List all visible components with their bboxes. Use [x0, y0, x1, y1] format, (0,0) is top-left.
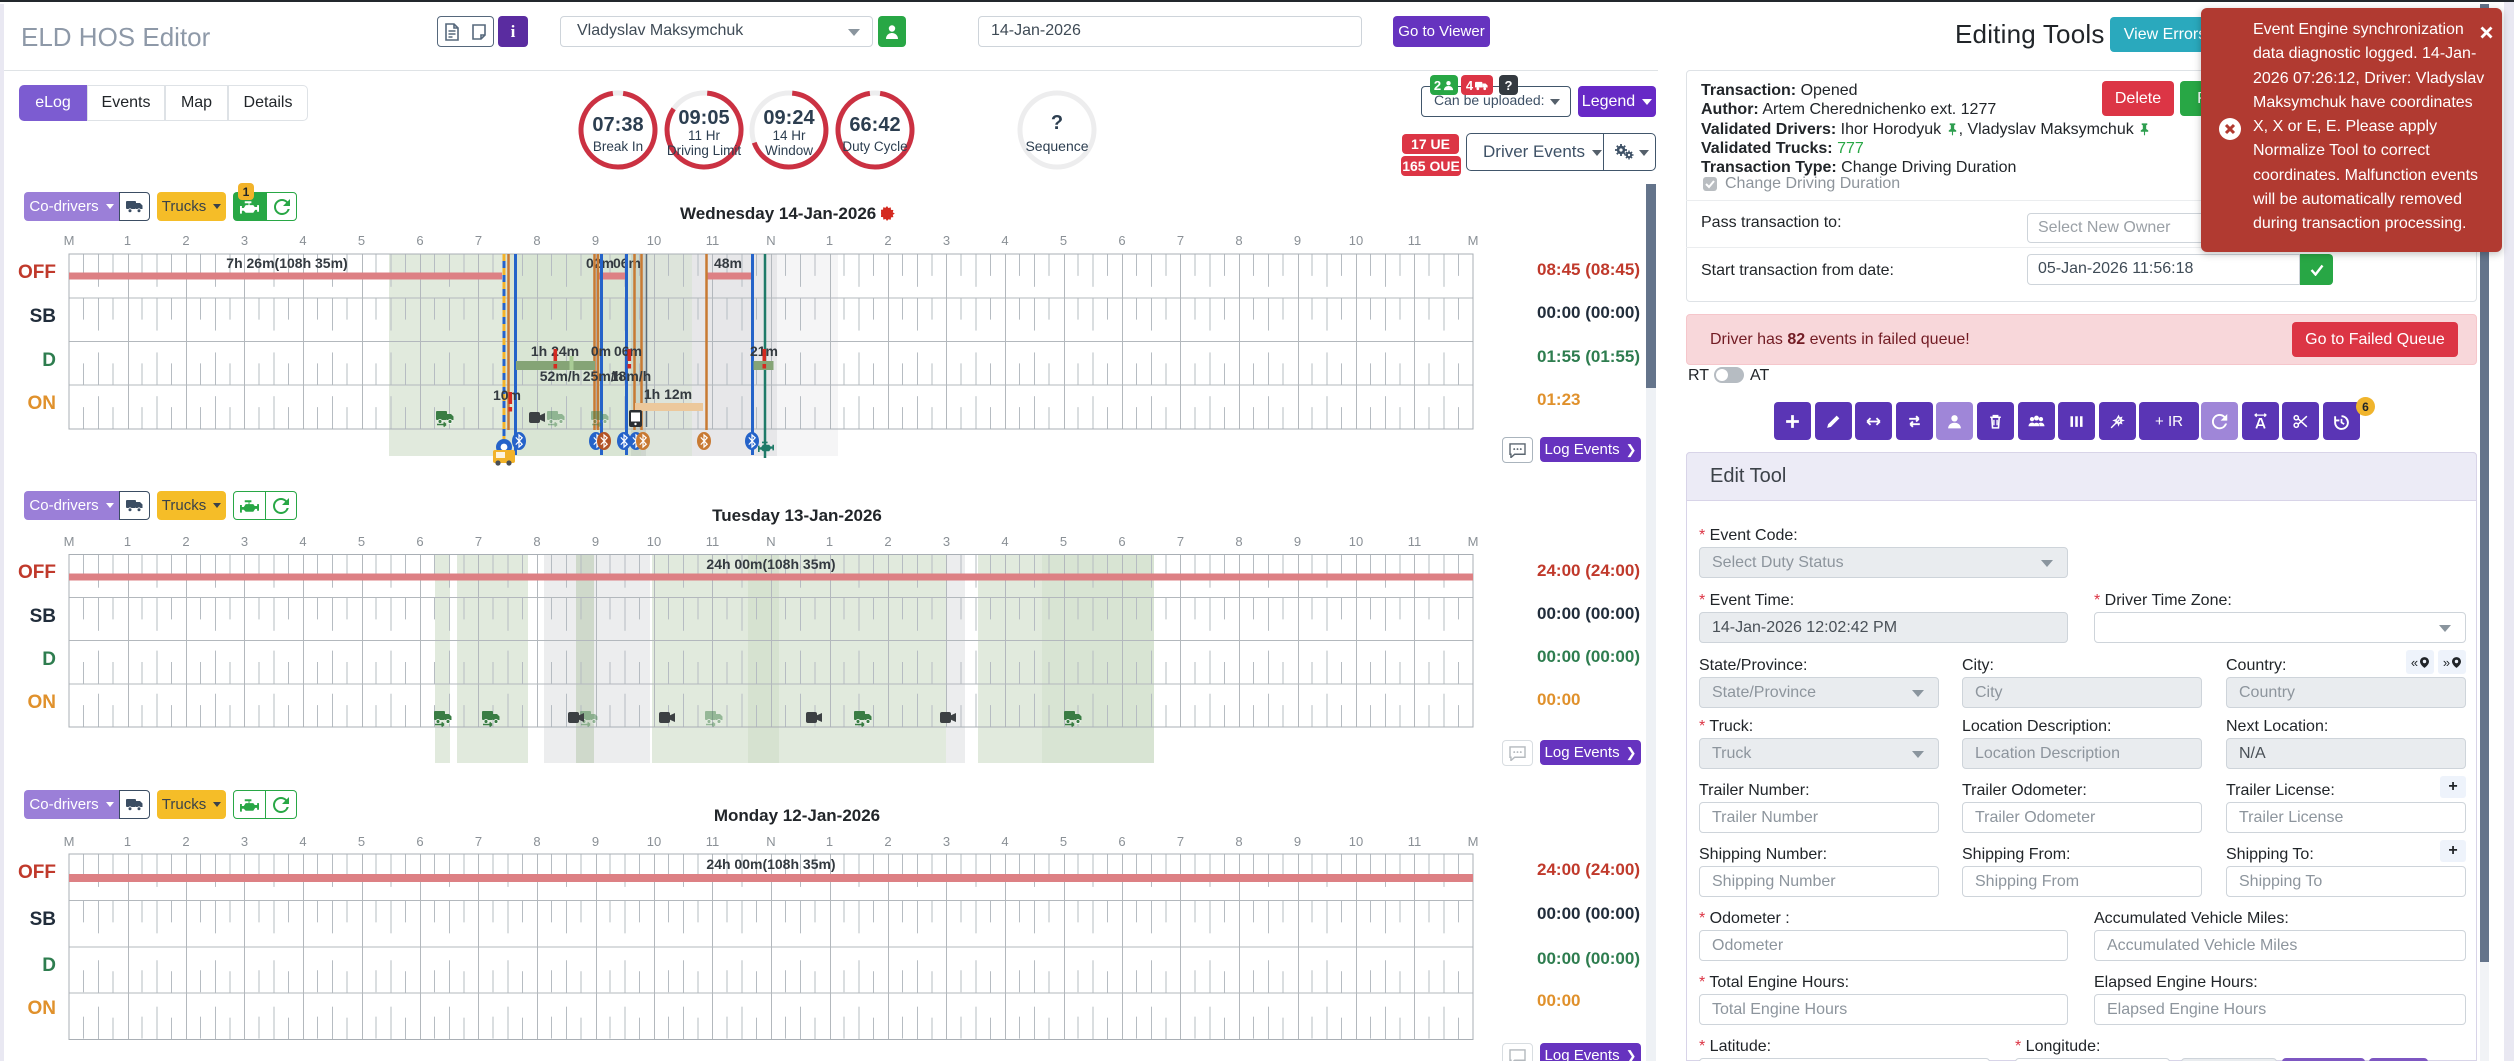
svg-text:10m: 10m — [493, 387, 521, 403]
svg-text:N: N — [766, 834, 775, 849]
svg-text:9: 9 — [1294, 233, 1301, 248]
svg-text:3: 3 — [241, 534, 248, 549]
svg-text:5: 5 — [358, 834, 365, 849]
svg-text:25m/h: 25m/h — [583, 368, 623, 384]
svg-text:2: 2 — [182, 233, 189, 248]
svg-text:3: 3 — [943, 233, 950, 248]
svg-text:5: 5 — [1060, 834, 1067, 849]
svg-text:1: 1 — [124, 834, 131, 849]
svg-text:18m/h: 18m/h — [611, 368, 651, 384]
svg-text:14 Hr: 14 Hr — [772, 128, 806, 143]
svg-text:7: 7 — [475, 834, 482, 849]
svg-text:1: 1 — [826, 834, 833, 849]
svg-text:7: 7 — [475, 233, 482, 248]
svg-text:1: 1 — [124, 233, 131, 248]
svg-text:07:38: 07:38 — [592, 114, 643, 136]
svg-text:09:05: 09:05 — [678, 107, 729, 129]
svg-text:2: 2 — [884, 534, 891, 549]
svg-text:2: 2 — [884, 233, 891, 248]
svg-text:2: 2 — [884, 834, 891, 849]
svg-text:7: 7 — [1177, 534, 1184, 549]
svg-text:10: 10 — [1349, 233, 1363, 248]
svg-text:1: 1 — [826, 233, 833, 248]
svg-text:9: 9 — [1294, 534, 1301, 549]
svg-text:4: 4 — [1001, 233, 1008, 248]
svg-text:M: M — [64, 233, 75, 248]
svg-text:8: 8 — [533, 834, 540, 849]
svg-text:1h 12m: 1h 12m — [644, 386, 692, 402]
svg-text:4: 4 — [1001, 834, 1008, 849]
svg-text:6: 6 — [1118, 233, 1125, 248]
svg-text:Driving Limit: Driving Limit — [667, 143, 742, 158]
svg-text:4: 4 — [299, 834, 306, 849]
svg-text:3: 3 — [943, 534, 950, 549]
svg-text:7: 7 — [1177, 233, 1184, 248]
svg-text:2: 2 — [182, 834, 189, 849]
svg-text:11: 11 — [1408, 834, 1422, 849]
svg-text:3: 3 — [241, 834, 248, 849]
svg-text:6: 6 — [416, 834, 423, 849]
svg-text:?: ? — [1051, 112, 1063, 134]
svg-text:8: 8 — [533, 534, 540, 549]
svg-text:5: 5 — [358, 233, 365, 248]
svg-text:4: 4 — [299, 233, 306, 248]
svg-text:1: 1 — [124, 534, 131, 549]
svg-text:24h 00m(108h 35m): 24h 00m(108h 35m) — [706, 556, 835, 572]
svg-text:8: 8 — [1235, 834, 1242, 849]
svg-text:6: 6 — [416, 534, 423, 549]
svg-text:M: M — [1468, 534, 1479, 549]
svg-text:48m: 48m — [714, 255, 742, 271]
svg-text:Window: Window — [765, 143, 813, 158]
svg-text:11: 11 — [1408, 534, 1422, 549]
svg-text:4: 4 — [299, 534, 306, 549]
svg-text:9: 9 — [592, 834, 599, 849]
svg-text:11: 11 — [706, 834, 720, 849]
svg-text:66:42: 66:42 — [849, 114, 900, 136]
svg-text:8: 8 — [533, 233, 540, 248]
svg-text:9: 9 — [592, 534, 599, 549]
svg-text:5: 5 — [1060, 233, 1067, 248]
svg-text:09:24: 09:24 — [763, 107, 815, 129]
svg-text:11 Hr: 11 Hr — [688, 128, 721, 143]
svg-text:7: 7 — [1177, 834, 1184, 849]
svg-text:N: N — [766, 534, 775, 549]
svg-text:6: 6 — [416, 233, 423, 248]
svg-text:M: M — [1468, 834, 1479, 849]
svg-text:24h 00m(108h 35m): 24h 00m(108h 35m) — [706, 856, 835, 872]
svg-text:10: 10 — [647, 834, 661, 849]
svg-text:M: M — [64, 834, 75, 849]
svg-text:M: M — [1468, 233, 1479, 248]
svg-text:11: 11 — [706, 534, 720, 549]
svg-text:6: 6 — [1118, 834, 1125, 849]
svg-text:M: M — [64, 534, 75, 549]
svg-text:4: 4 — [1001, 534, 1008, 549]
svg-text:3: 3 — [241, 233, 248, 248]
svg-text:10: 10 — [1349, 834, 1363, 849]
svg-text:Break In: Break In — [593, 139, 643, 154]
svg-text:11: 11 — [706, 233, 720, 248]
svg-text:10: 10 — [1349, 534, 1363, 549]
svg-text:6: 6 — [1118, 534, 1125, 549]
svg-text:3: 3 — [943, 834, 950, 849]
svg-text:9: 9 — [1294, 834, 1301, 849]
svg-text:7: 7 — [475, 534, 482, 549]
svg-text:52m/h: 52m/h — [540, 368, 580, 384]
svg-text:1: 1 — [826, 534, 833, 549]
svg-text:9: 9 — [592, 233, 599, 248]
svg-text:11: 11 — [1408, 233, 1422, 248]
svg-text:5: 5 — [1060, 534, 1067, 549]
svg-text:5: 5 — [358, 534, 365, 549]
svg-text:7h 26m(108h 35m): 7h 26m(108h 35m) — [226, 255, 347, 271]
svg-text:Duty Cycle: Duty Cycle — [842, 139, 907, 154]
svg-text:8: 8 — [1235, 233, 1242, 248]
svg-text:N: N — [766, 233, 775, 248]
svg-text:Sequence: Sequence — [1025, 138, 1088, 154]
svg-text:0m: 0m — [591, 343, 611, 359]
svg-text:10: 10 — [647, 534, 661, 549]
svg-text:8: 8 — [1235, 534, 1242, 549]
svg-text:10: 10 — [647, 233, 661, 248]
svg-text:2: 2 — [182, 534, 189, 549]
